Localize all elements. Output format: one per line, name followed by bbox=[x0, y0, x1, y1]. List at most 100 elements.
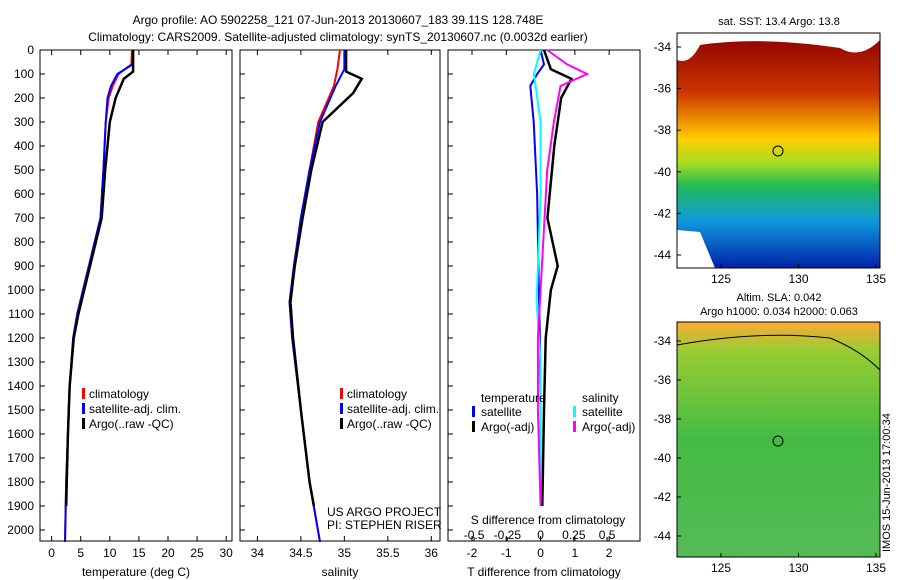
legend-label: climatology bbox=[347, 387, 407, 401]
y-tick-label: 700 bbox=[14, 211, 34, 225]
x-tick-label: 35.5 bbox=[376, 546, 400, 560]
x-tick-label: 0 bbox=[537, 546, 544, 560]
legend-swatch bbox=[82, 403, 85, 414]
y-tick-label: 300 bbox=[14, 115, 34, 129]
legend-swatch bbox=[340, 403, 343, 414]
x-tick-label: -2 bbox=[467, 546, 478, 560]
lat-tick-label: -34 bbox=[654, 334, 672, 348]
lat-tick-label: -34 bbox=[654, 40, 672, 54]
legend-header: temperature bbox=[481, 391, 546, 405]
legend-label: satellite-adj. clim. bbox=[89, 402, 181, 416]
lat-tick-label: -36 bbox=[654, 82, 672, 96]
y-tick-label: 900 bbox=[14, 259, 34, 273]
lon-tick-label: 125 bbox=[711, 561, 731, 575]
x-tick-label: 25 bbox=[190, 546, 204, 560]
x2-tick-label: 0.25 bbox=[562, 528, 586, 542]
y-tick-label: 1100 bbox=[8, 307, 34, 321]
y-tick-label: 1200 bbox=[7, 331, 34, 345]
y-tick-label: 1900 bbox=[7, 499, 34, 513]
x-tick-label: 15 bbox=[132, 546, 146, 560]
argo-location-marker bbox=[772, 435, 784, 447]
series-line-satellite-adj-clim- bbox=[64, 49, 135, 543]
sla-field bbox=[677, 322, 880, 557]
x-axis-label: salinity bbox=[322, 565, 359, 579]
legend-swatch bbox=[472, 406, 475, 417]
title-line1: Argo profile: AO 5902258_121 07-Jun-2013… bbox=[133, 13, 544, 27]
difference-panel: -2 -1 0 1 2 T difference from climatology temp… bbox=[447, 49, 641, 579]
series-line-argo-raw-qc- bbox=[64, 50, 135, 507]
x-tick-label: 36 bbox=[425, 546, 439, 560]
legend-swatch bbox=[82, 418, 85, 429]
sst-field bbox=[677, 33, 880, 268]
lat-tick-label: -38 bbox=[654, 412, 672, 426]
series-line-argo-raw-qc- bbox=[289, 50, 364, 507]
lat-tick-label: -36 bbox=[654, 373, 672, 387]
x-tick-label: 34 bbox=[251, 546, 265, 560]
y-tick-label: 1500 bbox=[7, 403, 34, 417]
lat-tick-label: -44 bbox=[654, 248, 672, 262]
sla-map-subtitle: Argo h1000: 0.034 h2000: 0.063 bbox=[700, 306, 858, 318]
x-tick-label: 30 bbox=[220, 546, 234, 560]
salinity-panel: 34 34.5 35 35.5 36 salinity climatologysatelli… bbox=[239, 49, 442, 579]
annotation: US ARGO PROJECT bbox=[327, 505, 442, 519]
credit: IMOS 15-Jun-2013 17:00:34 bbox=[881, 413, 893, 552]
legend-header: salinity bbox=[582, 391, 619, 405]
legend-swatch bbox=[340, 388, 343, 399]
sla-map: Altim. SLA: 0.042 Argo h1000: 0.034 h200… bbox=[654, 292, 887, 575]
y-tick-label: 1600 bbox=[7, 427, 34, 441]
lon-tick-label: 125 bbox=[711, 272, 731, 286]
temperature-panel: 0 5 10 15 20 25 300100200300400500600700800900… bbox=[7, 43, 233, 579]
x-tick-label: -1 bbox=[501, 546, 512, 560]
y-tick-label: 200 bbox=[14, 91, 34, 105]
x-tick-label: 20 bbox=[161, 546, 175, 560]
annotation: PI: STEPHEN RISER bbox=[327, 518, 442, 532]
sst-map-title: sat. SST: 13.4 Argo: 13.8 bbox=[718, 16, 840, 28]
plot-frame bbox=[239, 49, 441, 542]
x-tick-label: 0 bbox=[48, 546, 55, 560]
coastline bbox=[676, 334, 881, 371]
y-tick-label: 0 bbox=[27, 43, 34, 57]
x2-tick-label: 0 bbox=[537, 528, 544, 542]
y-tick-label: 800 bbox=[14, 235, 34, 249]
x-tick-label: 1 bbox=[572, 546, 579, 560]
y-tick-label: 2000 bbox=[7, 523, 34, 537]
x-tick-label: 10 bbox=[103, 546, 117, 560]
legend-swatch bbox=[573, 406, 576, 417]
x2-tick-label: -0.25 bbox=[494, 528, 522, 542]
legend-label: Argo(..raw -QC) bbox=[89, 417, 174, 431]
legend-swatch bbox=[472, 421, 475, 432]
legend-swatch bbox=[573, 421, 576, 432]
lat-tick-label: -44 bbox=[654, 529, 672, 543]
x-tick-label: 5 bbox=[77, 546, 84, 560]
y-tick-label: 500 bbox=[14, 163, 34, 177]
legend-label: satellite bbox=[582, 405, 623, 419]
lon-tick-label: 135 bbox=[866, 561, 886, 575]
legend-label: Argo(..raw -QC) bbox=[347, 417, 432, 431]
legend-label: climatology bbox=[89, 387, 149, 401]
legend-label: Argo(-adj) bbox=[582, 420, 635, 434]
lon-tick-label: 135 bbox=[866, 272, 886, 286]
legend-swatch bbox=[340, 418, 343, 429]
y-tick-label: 400 bbox=[14, 139, 34, 153]
lat-tick-label: -38 bbox=[654, 123, 672, 137]
y-tick-label: 1400 bbox=[7, 379, 34, 393]
land-mask bbox=[677, 33, 880, 61]
sla-map-frame bbox=[676, 321, 881, 558]
x-tick-label: 34.5 bbox=[289, 546, 313, 560]
y-tick-label: 1300 bbox=[7, 355, 34, 369]
lon-tick-label: 130 bbox=[788, 272, 808, 286]
y-tick-label: 1000 bbox=[7, 283, 34, 297]
sla-map-title: Altim. SLA: 0.042 bbox=[737, 292, 822, 304]
x-axis-label: T difference from climatology bbox=[467, 565, 621, 579]
x-axis-label: temperature (deg C) bbox=[82, 565, 190, 579]
x2-axis-label: S difference from climatology bbox=[471, 513, 626, 527]
sst-map: sat. SST: 13.4 Argo: 13.8 125 130 135 -34 -3… bbox=[654, 16, 887, 286]
series-line-climatology bbox=[288, 49, 341, 543]
series-line-s-satellite bbox=[532, 49, 542, 506]
lat-tick-label: -40 bbox=[654, 165, 672, 179]
series-line-s-argo-adj- bbox=[536, 49, 590, 507]
lon-tick-label: 130 bbox=[788, 561, 808, 575]
land-mask bbox=[677, 230, 715, 268]
x2-tick-label: 0.5 bbox=[599, 528, 616, 542]
